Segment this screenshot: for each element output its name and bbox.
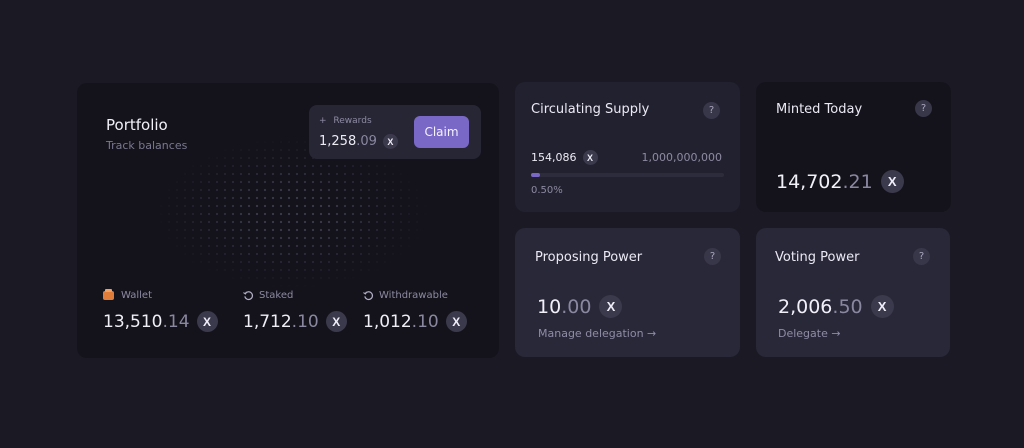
withdraw-icon xyxy=(363,290,373,300)
wallet-icon xyxy=(103,288,114,300)
value-decimal: .00 xyxy=(561,295,592,318)
rewards-label-row: + Rewards xyxy=(319,116,372,126)
token-icon: X xyxy=(382,134,398,149)
value-whole: 2,006 xyxy=(778,295,833,318)
staked-icon xyxy=(243,290,253,300)
balance-decimal: .10 xyxy=(291,311,319,332)
value-decimal: .50 xyxy=(832,295,863,318)
token-icon: X xyxy=(880,170,904,193)
supply-max: 1,000,000,000 xyxy=(641,151,722,164)
portfolio-subtitle: Track balances xyxy=(106,139,188,152)
circulating-supply-card: Circulating Supply ? 154,086 X 1,000,000… xyxy=(515,82,740,212)
token-icon: X xyxy=(445,311,467,332)
token-icon: X xyxy=(582,150,598,165)
value-whole: 14,702 xyxy=(776,170,843,193)
manage-delegation-link[interactable]: Manage delegation → xyxy=(538,327,657,340)
rewards-value: 1,258.09 X xyxy=(319,134,398,149)
dot-pattern xyxy=(157,138,427,288)
help-icon[interactable]: ? xyxy=(703,102,720,119)
rewards-panel: + Rewards 1,258.09 X Claim xyxy=(309,105,481,159)
claim-button[interactable]: Claim xyxy=(414,116,469,148)
rewards-label: Rewards xyxy=(333,116,372,126)
supply-progress-bar xyxy=(531,173,724,177)
voting-power-card: Voting Power ? 2,006.50 X Delegate → xyxy=(756,228,950,357)
token-icon: X xyxy=(870,295,894,318)
balance-value: 1,012.10 X xyxy=(363,311,467,332)
balance-value: 1,712.10 X xyxy=(243,311,347,332)
token-icon: X xyxy=(196,311,218,332)
minted-value: 14,702.21 X xyxy=(776,170,904,193)
proposing-power-card: Proposing Power ? 10.00 X Manage delegat… xyxy=(515,228,740,357)
supply-values: 154,086 X 1,000,000,000 xyxy=(531,150,722,165)
balance-value: 13,510.14 X xyxy=(103,311,218,332)
voting-value: 2,006.50 X xyxy=(778,295,894,318)
balance-whole: 1,712 xyxy=(243,311,292,332)
supply-progress-fill xyxy=(531,173,540,177)
help-icon[interactable]: ? xyxy=(915,100,932,117)
supply-current-group: 154,086 X xyxy=(531,150,598,165)
portfolio-title: Portfolio xyxy=(106,116,168,134)
value-decimal: .21 xyxy=(842,170,873,193)
balance-label: Wallet xyxy=(121,289,153,301)
balance-whole: 1,012 xyxy=(363,311,412,332)
rewards-whole: 1,258 xyxy=(319,134,357,149)
plus-icon: + xyxy=(319,116,327,126)
balance-label: Withdrawable xyxy=(379,289,448,301)
balance-staked: Staked 1,712.10 X xyxy=(243,288,347,332)
supply-percent: 0.50% xyxy=(531,185,563,196)
token-icon: X xyxy=(599,295,623,318)
minted-today-card: Minted Today ? 14,702.21 X xyxy=(756,82,951,212)
balance-whole: 13,510 xyxy=(103,311,163,332)
delegate-link[interactable]: Delegate → xyxy=(778,327,841,340)
proposing-value: 10.00 X xyxy=(537,295,623,318)
balance-withdrawable-label-row: Withdrawable xyxy=(363,288,467,302)
balance-decimal: .10 xyxy=(411,311,439,332)
balance-withdrawable: Withdrawable 1,012.10 X xyxy=(363,288,467,332)
card-title: Minted Today xyxy=(776,102,863,117)
help-icon[interactable]: ? xyxy=(913,248,930,265)
balance-decimal: .14 xyxy=(162,311,190,332)
balance-wallet-label-row: Wallet xyxy=(103,288,218,302)
card-title: Proposing Power xyxy=(535,250,643,265)
balance-staked-label-row: Staked xyxy=(243,288,347,302)
balance-wallet: Wallet 13,510.14 X xyxy=(103,288,218,332)
value-whole: 10 xyxy=(537,295,562,318)
card-title: Voting Power xyxy=(775,250,860,265)
portfolio-card: Portfolio Track balances + Rewards 1,258… xyxy=(77,83,499,358)
help-icon[interactable]: ? xyxy=(704,248,721,265)
card-title: Circulating Supply xyxy=(531,102,650,117)
supply-current: 154,086 xyxy=(531,151,577,164)
token-icon: X xyxy=(325,311,347,332)
balance-label: Staked xyxy=(259,289,294,301)
rewards-decimal: .09 xyxy=(356,134,377,149)
